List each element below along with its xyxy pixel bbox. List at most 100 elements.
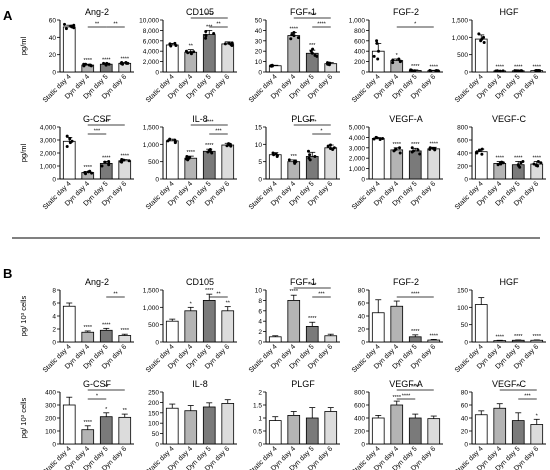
y-tick-label: 50	[255, 18, 263, 25]
data-point	[225, 144, 229, 148]
chart-title: Ang-2	[85, 7, 109, 17]
y-tick-label: 10	[255, 288, 263, 295]
bar	[427, 339, 441, 343]
comparison-stars: ***	[524, 394, 531, 400]
chart-title: HGF	[500, 7, 520, 17]
comparison-stars: **	[516, 385, 521, 391]
y-tick-label: 300	[45, 403, 56, 410]
y-tick-label: 0	[464, 340, 468, 347]
data-point	[70, 25, 74, 29]
y-tick-label: 40	[255, 28, 263, 35]
significance-stars: *	[536, 413, 539, 419]
bar	[221, 403, 235, 445]
data-point	[186, 51, 190, 55]
comparison-stars: **	[113, 292, 118, 298]
y-tick-label: 500	[148, 322, 159, 329]
y-tick-label: 3,000	[40, 138, 57, 145]
data-point	[292, 34, 296, 38]
panel-label-b: B	[3, 266, 12, 281]
y-tick-label: 0	[52, 340, 56, 347]
y-tick-label: 200	[45, 416, 56, 423]
data-point	[107, 62, 111, 66]
comparison-stars: *	[320, 129, 323, 135]
significance-stars: ***	[291, 154, 298, 160]
y-tick-label: 400	[354, 416, 365, 423]
data-point	[68, 137, 72, 141]
chart-title: G-CSF	[83, 114, 112, 124]
data-point	[398, 146, 402, 150]
y-tick-label: 0	[361, 70, 365, 77]
data-point	[519, 161, 523, 165]
data-point	[332, 146, 336, 150]
data-point	[326, 144, 330, 148]
data-point	[204, 29, 208, 33]
bar	[184, 51, 198, 73]
significance-stars: ****	[429, 64, 438, 70]
data-point	[119, 159, 123, 163]
chart-title: FGF-1	[290, 7, 316, 17]
bar	[202, 34, 216, 73]
chart-title: VEGF-A	[389, 114, 423, 124]
y-tick-label: 1,500	[143, 288, 160, 295]
bar	[371, 417, 385, 445]
significance-stars: ****	[83, 165, 92, 171]
bar	[408, 417, 422, 445]
bar	[184, 410, 198, 445]
data-point	[416, 148, 420, 152]
significance-stars: ****	[308, 316, 317, 322]
y-tick-label: 50	[152, 431, 160, 438]
significance-stars: ****	[120, 328, 129, 334]
bar	[371, 50, 385, 73]
y-tick-label: 800	[354, 390, 365, 397]
significance-stars: **	[226, 301, 231, 307]
data-point	[378, 137, 382, 141]
significance-stars: **	[123, 408, 128, 414]
bar	[408, 336, 422, 343]
data-point	[204, 36, 208, 40]
bar	[530, 339, 544, 343]
comparison-stars: ***	[318, 292, 325, 298]
comparison-stars: **	[216, 292, 221, 298]
data-point	[173, 41, 177, 45]
data-point	[329, 143, 333, 147]
data-point	[391, 61, 395, 65]
bar	[62, 140, 76, 180]
y-tick-label: 250	[148, 390, 159, 397]
y-tick-label: 80	[358, 288, 366, 295]
bar	[427, 418, 441, 445]
significance-stars: ****	[102, 155, 111, 161]
y-tick-label: 0	[258, 70, 262, 77]
significance-stars: ****	[532, 64, 541, 70]
bar	[118, 416, 132, 445]
data-point	[517, 164, 521, 168]
bar	[62, 26, 76, 73]
bar	[184, 310, 198, 343]
significance-stars: ****	[429, 141, 438, 147]
y-tick-label: 200	[354, 429, 365, 436]
bar	[221, 144, 235, 180]
y-tick-label: 200	[354, 59, 365, 66]
y-tick-label: 2	[52, 327, 56, 334]
significance-stars: ***	[206, 24, 213, 30]
data-point	[68, 141, 72, 145]
bar	[474, 304, 488, 343]
data-point	[375, 39, 379, 43]
data-point	[409, 68, 413, 72]
data-point	[100, 164, 104, 168]
significance-stars: ****	[495, 155, 504, 161]
data-point	[127, 159, 131, 163]
y-tick-label: 10,000	[139, 18, 159, 25]
data-point	[313, 154, 317, 158]
data-point	[434, 69, 438, 73]
chart-title: FGF-2	[393, 277, 419, 287]
y-tick-label: 20	[461, 429, 469, 436]
y-tick-label: 500	[148, 159, 159, 166]
bar	[390, 305, 404, 343]
comparison-stars: ****	[205, 13, 214, 19]
